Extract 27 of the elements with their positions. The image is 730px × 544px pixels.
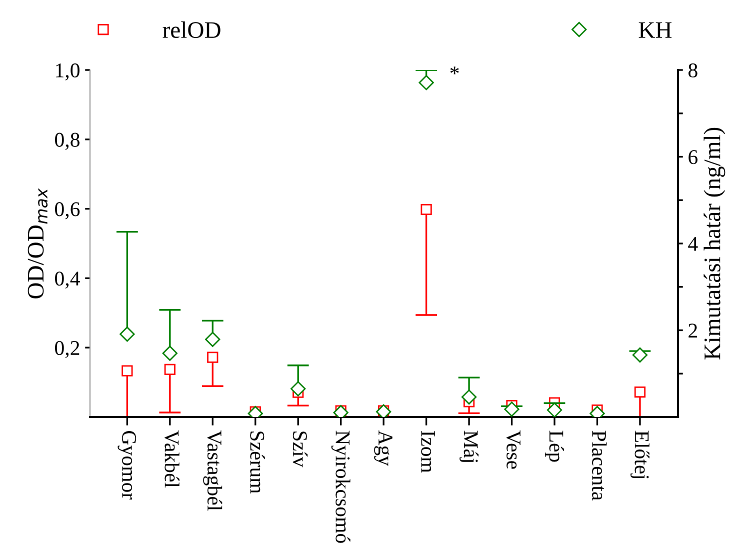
x-tick-label: Vakbél <box>164 430 180 488</box>
y-tick-label: 1,0 <box>56 63 80 80</box>
y-tick-label: 0,8 <box>55 132 80 150</box>
x-tick-label: Lép <box>545 430 564 462</box>
legend-label: KH <box>638 22 672 38</box>
x-tick-label: Szív <box>292 432 308 468</box>
y-tick-label: 0,4 <box>55 272 80 289</box>
x-tick-label: Vese <box>506 430 520 469</box>
x-tick-label: Gyomor <box>118 431 136 500</box>
y-tick-label: 0,2 <box>55 340 80 358</box>
x-tick-label: Nyirokcsomó <box>331 430 350 543</box>
y-axis-title: OD/OD$_{max}$ <box>28 188 48 298</box>
y2-tick-label: 2 <box>688 324 697 338</box>
y2-axis-title: Kimutatási határ (ng/ml) <box>704 128 726 360</box>
y-tick-label: 0,6 <box>55 202 80 220</box>
x-tick-label: Máj <box>460 430 478 462</box>
y2-tick-label: 6 <box>688 150 698 164</box>
x-tick-label: Placenta <box>592 430 607 500</box>
y2-tick-label: 4 <box>688 237 698 251</box>
x-tick-label: Vastagbél <box>203 430 222 511</box>
x-tick-label: Agy <box>374 430 392 466</box>
x-tick-label: Előtej <box>630 430 650 478</box>
legend-label: relOD <box>162 21 220 38</box>
x-tick-label: Szérum <box>250 432 265 494</box>
y2-tick-label: 8 <box>688 63 698 78</box>
annotation: * <box>450 66 459 74</box>
x-tick-label: Izom <box>421 430 435 473</box>
